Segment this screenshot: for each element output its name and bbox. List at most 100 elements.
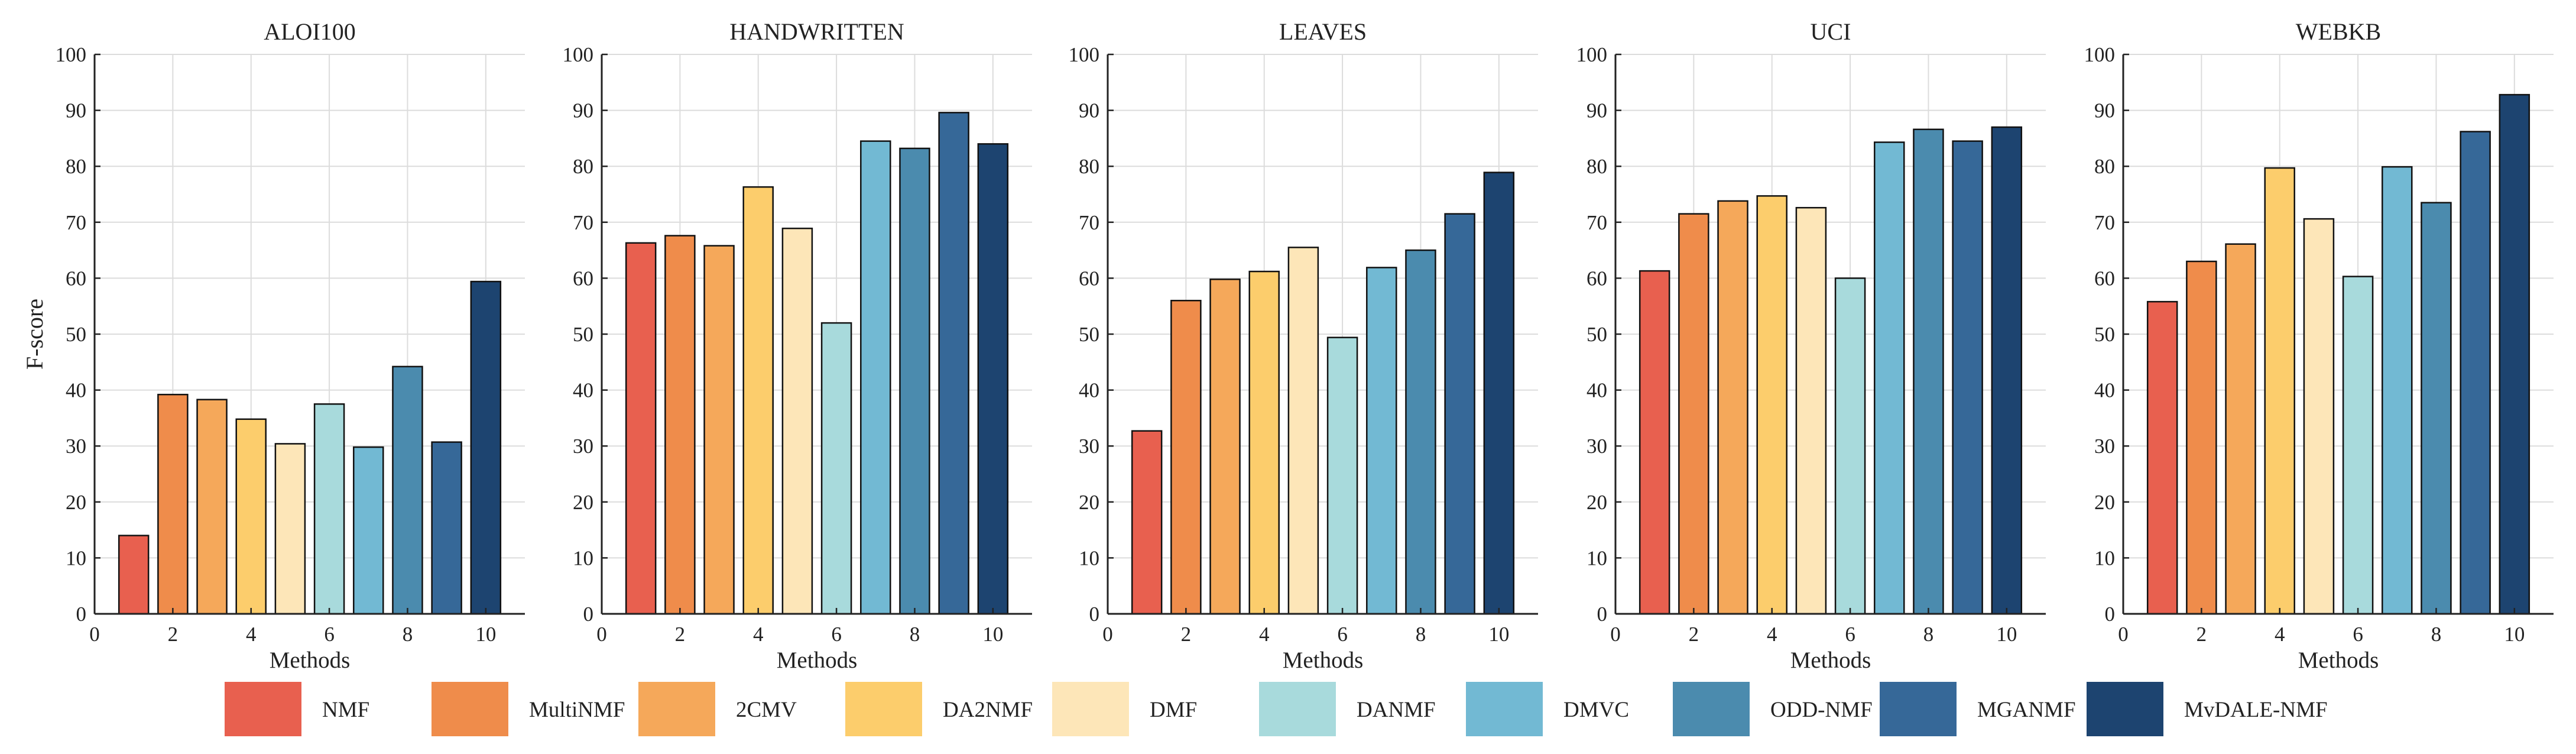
y-tick-label: 70 <box>573 211 593 234</box>
x-tick-label: 8 <box>910 623 920 646</box>
x-axis-label: Methods <box>1790 648 1871 673</box>
legend-label: MultiNMF <box>529 698 625 722</box>
y-tick-label: 30 <box>573 435 593 458</box>
bar-da2nmf <box>742 186 774 615</box>
y-tick-label: 100 <box>563 43 594 66</box>
legend-label: ODD-NMF <box>1770 698 1873 722</box>
bar-danmf <box>2342 276 2374 615</box>
legend-swatch <box>225 682 301 736</box>
legend-item-mvdale-nmf: MvDALE-NMF <box>2087 682 2328 736</box>
legend-swatch <box>1673 682 1750 736</box>
bar-2cmv <box>2225 243 2256 615</box>
x-tick-label: 6 <box>324 623 335 646</box>
x-tick-label: 6 <box>1845 623 1855 646</box>
bar-mvdale-nmf <box>2499 93 2530 615</box>
y-tick-label: 80 <box>1587 155 1607 178</box>
bar-odd-nmf <box>1405 249 1436 615</box>
bars <box>625 112 1009 615</box>
y-tick-label: 40 <box>1079 379 1099 402</box>
x-axis-label: Methods <box>777 648 858 673</box>
bars <box>1639 126 2023 615</box>
y-tick-label: 0 <box>1597 603 1608 626</box>
bar-odd-nmf <box>392 365 423 615</box>
x-tick-label: 2 <box>1181 623 1192 646</box>
legend-item-multinmf: MultiNMF <box>432 682 625 736</box>
y-tick-label: 70 <box>1079 211 1099 234</box>
bar-danmf <box>1834 277 1866 615</box>
y-tick-label: 80 <box>66 155 86 178</box>
bar-nmf <box>625 242 657 615</box>
legend-label: DA2NMF <box>943 698 1033 722</box>
y-tick-label: 80 <box>1079 155 1099 178</box>
y-tick-label: 60 <box>66 267 86 290</box>
y-tick-label: 90 <box>2094 99 2115 122</box>
x-tick-label: 2 <box>168 623 179 646</box>
bar-dmvc <box>2382 166 2413 615</box>
x-tick-label: 10 <box>475 623 496 646</box>
bar-mvdale-nmf <box>470 280 502 615</box>
y-tick-label: 80 <box>2094 155 2115 178</box>
y-tick-label: 90 <box>66 99 86 122</box>
bar-2cmv <box>1717 200 1748 615</box>
y-tick-label: 10 <box>1587 546 1607 569</box>
x-tick-label: 2 <box>675 623 686 646</box>
bar-nmf <box>1131 430 1163 615</box>
panel-title: LEAVES <box>1279 18 1367 45</box>
bar-dmvc <box>860 140 891 615</box>
y-tick-label: 0 <box>1089 603 1100 626</box>
bar-mvdale-nmf <box>977 143 1009 615</box>
bar-multinmf <box>1678 213 1709 615</box>
x-tick-label: 4 <box>1259 623 1270 646</box>
bar-multinmf <box>1170 299 1202 615</box>
legend-swatch <box>1259 682 1336 736</box>
y-tick-label: 10 <box>573 546 593 569</box>
y-tick-label: 70 <box>1587 211 1607 234</box>
chart-panel-webkb: 0 10 20 30 40 50 60 70 80 90 100 0 2 4 6 8 10 WEBKB Method… <box>2084 18 2554 673</box>
x-tick-label: 8 <box>1923 623 1934 646</box>
x-tick-label: 0 <box>596 623 607 646</box>
x-tick-label: 8 <box>2431 623 2442 646</box>
legend-item-dmf: DMF <box>1052 682 1197 736</box>
bar-odd-nmf <box>1913 128 1944 615</box>
y-tick-label: 100 <box>56 43 87 66</box>
y-tick-label: 40 <box>573 379 593 402</box>
y-tick-label: 20 <box>66 491 86 514</box>
y-tick-label: 20 <box>573 491 593 514</box>
legend-label: DMF <box>1150 698 1197 722</box>
x-tick-label: 4 <box>246 623 257 646</box>
legend-swatch <box>845 682 922 736</box>
bar-mganmf <box>938 112 969 615</box>
y-tick-label: 30 <box>1079 435 1099 458</box>
bar-multinmf <box>664 235 696 615</box>
legend-swatch <box>1880 682 1957 736</box>
y-tick-label: 60 <box>573 267 593 290</box>
y-tick-label: 40 <box>2094 379 2115 402</box>
y-tick-label: 0 <box>76 603 87 626</box>
chart-panel-handwritten: 0 10 20 30 40 50 60 70 80 90 100 0 2 4 6 8 10 HANDWRITTEN… <box>563 18 1032 673</box>
legend-swatch <box>1466 682 1543 736</box>
y-tick-label: 50 <box>1079 323 1099 346</box>
legend-label: DMVC <box>1563 698 1629 722</box>
x-tick-label: 0 <box>1610 623 1621 646</box>
y-tick-label: 90 <box>1587 99 1607 122</box>
y-tick-label: 10 <box>2094 546 2115 569</box>
y-tick-label: 70 <box>66 211 86 234</box>
bar-mganmf <box>2460 131 2491 615</box>
bar-odd-nmf <box>899 147 930 615</box>
bar-mvdale-nmf <box>1991 126 2023 615</box>
bar-mganmf <box>431 441 462 615</box>
y-tick-label: 20 <box>1079 491 1099 514</box>
legend-swatch <box>1052 682 1129 736</box>
y-tick-label: 90 <box>573 99 593 122</box>
bar-nmf <box>2146 300 2178 615</box>
legend-item-da2nmf: DA2NMF <box>845 682 1033 736</box>
y-tick-label: 0 <box>2105 603 2116 626</box>
x-axis-label: Methods <box>2298 648 2379 673</box>
y-tick-label: 30 <box>66 435 86 458</box>
y-tick-label: 50 <box>1587 323 1607 346</box>
y-tick-label: 20 <box>2094 491 2115 514</box>
chart-panel-leaves: 0 10 20 30 40 50 60 70 80 90 100 0 2 4 6 8 10 LEAVES Metho… <box>1069 18 1538 673</box>
bar-odd-nmf <box>2421 202 2452 615</box>
